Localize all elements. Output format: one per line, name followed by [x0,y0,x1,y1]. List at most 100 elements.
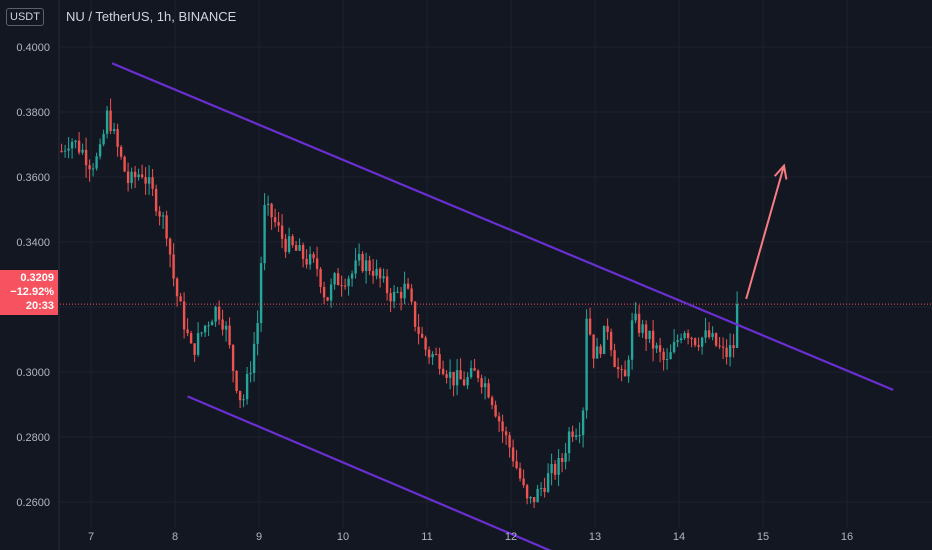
candle-body [172,254,175,279]
candle-body [203,325,207,333]
candle-body [256,322,259,344]
candle-body [630,320,634,360]
candle-body [270,203,273,218]
candle-body [214,306,217,322]
candle-body [88,165,91,170]
candle-body [81,149,84,153]
candle-body [154,188,158,212]
candle-body [361,253,364,272]
candle-body [315,258,319,270]
candle-body [133,171,137,178]
candle-body [623,369,627,377]
candle-body [263,205,266,264]
candle-body [718,345,721,347]
candle-body [231,345,235,371]
candle-body [217,306,221,320]
candle-body [725,347,728,357]
upper-trendline[interactable] [111,62,894,391]
candle-body [102,133,105,145]
candle-body [326,297,329,301]
candle-body [620,369,623,371]
candle-body [602,325,606,354]
candle-body [91,168,95,170]
y-tick-label: 0.3000 [16,367,50,379]
x-axis[interactable]: 7 8 9 10 11 12 13 14 15 16 [88,531,853,543]
candle-body [350,273,354,279]
candle-body [441,368,445,375]
candle-body [560,457,564,462]
candle-body [95,156,98,169]
candle-body [644,324,648,339]
x-tick-label: 8 [172,531,178,543]
candle-body [469,368,473,378]
y-tick-label: 0.3600 [16,172,50,184]
x-tick-label: 13 [589,531,601,543]
candle-body [392,291,396,302]
grid-lines [60,0,932,528]
candle-body [126,171,130,184]
candle-body [634,313,637,321]
candle-body [63,150,67,152]
candle-body [536,488,539,503]
candle-body [641,324,644,333]
candle-body [529,496,532,499]
candle-body [480,378,483,388]
lower-trendline[interactable] [187,395,570,550]
candle-body [140,174,144,178]
candle-body [354,260,357,274]
candle-body [676,340,679,343]
candle-body [123,156,126,172]
candle-body [312,254,315,259]
candle-body [504,431,508,436]
candle-body [651,330,655,349]
candle-body [700,337,704,347]
candle-body [245,373,249,400]
candle-body [280,225,284,239]
candle-body [200,332,203,334]
x-tick-label: 15 [757,531,769,543]
candle-body [662,351,665,360]
candle-body [616,366,620,370]
candle-body [259,263,263,323]
candle-body [165,215,168,239]
candle-body [413,301,417,327]
currency-badge[interactable]: USDT [6,8,44,26]
x-tick-label: 16 [841,531,853,543]
candle-body [438,354,441,369]
candle-body [137,174,140,178]
candle-body [606,325,609,332]
candle-body [679,338,683,341]
candle-body [210,321,214,326]
candle-body [567,431,571,454]
y-tick-label: 0.2600 [16,497,50,509]
candle-body [462,379,466,386]
candle-body [539,487,543,489]
candle-body [294,245,298,251]
candle-body [336,273,340,286]
candle-body [683,332,686,339]
candle-body [242,399,245,401]
candle-body [427,349,431,358]
candle-body [550,464,553,474]
symbol-title: NU / TetherUS, 1h, BINANCE [66,9,237,24]
price-change-percent: −12.92% [10,286,54,298]
candle-body [728,345,732,357]
candle-body [105,110,109,134]
candle-body [175,278,179,297]
candle-body [357,253,361,261]
candle-body [158,211,161,217]
candle-body [434,354,438,356]
arrow-annotation[interactable] [745,163,788,300]
candle-body [494,404,497,417]
candle-body [364,260,368,272]
candle-body [690,338,693,340]
candle-body [581,410,585,436]
candle-body [595,346,599,359]
candle-body [228,325,231,346]
candle-body [431,354,434,358]
candle-body [84,149,88,166]
candle-body [235,370,238,391]
x-tick-label: 11 [421,531,432,543]
candle-body [417,326,420,334]
